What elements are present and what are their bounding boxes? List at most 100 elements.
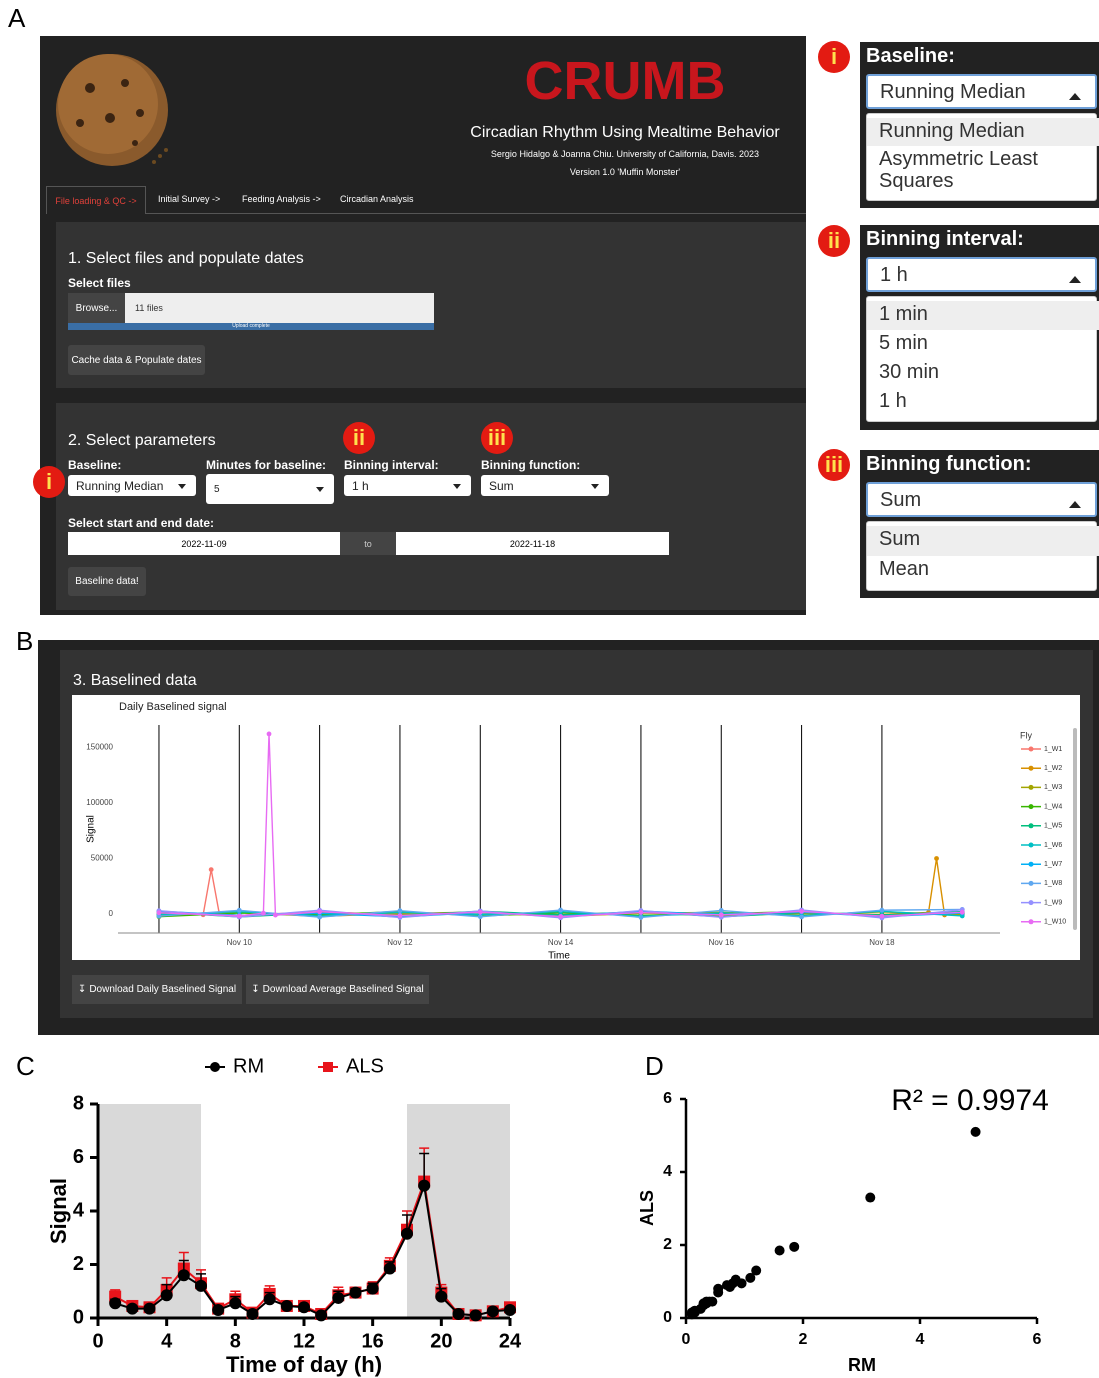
date-input[interactable]: 2022-11-18 (396, 532, 669, 555)
marker (247, 1307, 259, 1319)
y-tick-label: 8 (73, 1092, 84, 1114)
legend-label: ALS (346, 1055, 384, 1077)
marker (281, 1300, 293, 1312)
option[interactable]: Mean (867, 556, 1099, 586)
error-bar (368, 1283, 378, 1288)
marker (350, 1287, 362, 1299)
point (704, 1297, 714, 1307)
error-bar (179, 1252, 189, 1268)
cache-button[interactable]: Cache data & Populate dates (68, 345, 205, 375)
marker (144, 1301, 156, 1313)
error-bar (282, 1304, 292, 1306)
tab[interactable]: Circadian Analysis (340, 194, 414, 204)
section-title: 2. Select parameters (68, 432, 216, 450)
option[interactable]: Asymmetric Least Squares (867, 146, 1099, 196)
inset-label: Baseline: (866, 45, 955, 68)
marker (109, 1291, 121, 1303)
app-subtitle: Circadian Rhythm Using Mealtime Behavior (425, 124, 825, 142)
app-window: CRUMB Circadian Rhythm Using Mealtime Be… (40, 36, 806, 615)
option[interactable]: 1 min (867, 301, 1099, 330)
authors: Sergio Hidalgo & Joanna Chiu. University… (425, 149, 825, 159)
app-title: CRUMB (425, 50, 825, 112)
point (699, 1300, 709, 1310)
point (713, 1284, 723, 1294)
marker (487, 1305, 499, 1317)
marker (298, 1300, 310, 1312)
section: 1. Select files and populate dates Selec… (56, 222, 806, 388)
badge: ii (818, 225, 850, 257)
download-button[interactable]: ↧Download Daily Baselined Signal (72, 975, 242, 1004)
error-bar (488, 1310, 498, 1311)
badge: i (818, 41, 850, 73)
figure: CRUMB Circadian Rhythm Using Mealtime Be… (0, 0, 1099, 1378)
select[interactable]: Sum (481, 475, 609, 496)
button-label: Download Average Baselined Signal (263, 984, 424, 995)
download-button[interactable]: ↧Download Average Baselined Signal (246, 975, 429, 1004)
browse-button[interactable]: Browse... (68, 293, 125, 323)
file-field: 11 files (125, 293, 434, 323)
x-tick-label: 16 (362, 1330, 384, 1352)
error-bar (385, 1262, 395, 1269)
point (690, 1308, 700, 1318)
error-bar (230, 1291, 240, 1299)
x-tick-label: 0 (682, 1331, 691, 1348)
error-bar (145, 1306, 155, 1308)
download-icon: ↧ (78, 984, 86, 995)
point (745, 1273, 755, 1283)
tab[interactable]: Feeding Analysis -> (242, 194, 321, 204)
select[interactable]: 1 h (344, 475, 471, 496)
tab[interactable]: Initial Survey -> (158, 194, 220, 204)
error-bar (162, 1285, 172, 1296)
marker (453, 1308, 465, 1320)
marker (264, 1293, 276, 1305)
input[interactable]: 5 (206, 474, 334, 504)
option[interactable]: 5 min (867, 330, 1099, 359)
option[interactable]: Running Median (867, 118, 1099, 146)
select[interactable]: Running Median (68, 475, 196, 496)
select[interactable]: 1 h (866, 257, 1097, 292)
select[interactable]: Running Median (866, 74, 1097, 109)
point (707, 1297, 717, 1307)
section: 3. Baselined data ↧Download Daily Baseli… (60, 650, 1093, 1018)
y-tick-label: 0 (73, 1306, 84, 1328)
point (713, 1287, 723, 1297)
option[interactable]: 1 h (867, 388, 1099, 417)
x-tick-label: 8 (230, 1330, 241, 1352)
error-bar (213, 1307, 223, 1308)
marker (315, 1308, 327, 1320)
caret (1069, 270, 1081, 283)
series-line (115, 1186, 510, 1316)
marker (367, 1283, 379, 1295)
y-tick-label: 4 (73, 1199, 85, 1221)
tab[interactable]: File loading & QC -> (46, 186, 146, 214)
error-bar (351, 1287, 361, 1292)
marker (367, 1283, 379, 1295)
x-tick-label: 4 (161, 1330, 173, 1352)
marker (161, 1289, 173, 1301)
marker (229, 1293, 241, 1305)
date-input[interactable]: 2022-11-09 (68, 532, 340, 555)
error-bar (488, 1310, 498, 1311)
y-axis-label: Signal (46, 1178, 71, 1244)
field-label: Minutes for baseline: (206, 458, 326, 472)
option[interactable]: Sum (867, 526, 1099, 556)
field-label: Baseline: (68, 458, 121, 472)
error-bar (505, 1308, 515, 1310)
section: 2. Select parameters Baseline: Minutes f… (56, 403, 806, 610)
select[interactable]: Sum (866, 482, 1097, 517)
y-tick-label: 2 (663, 1236, 672, 1253)
button-label: Download Daily Baselined Signal (89, 984, 236, 995)
baseline-button[interactable]: Baseline data! (68, 567, 146, 596)
option[interactable]: 30 min (867, 359, 1099, 388)
y-axis-label: ALS (637, 1190, 657, 1226)
error-bar (419, 1148, 429, 1181)
marker (401, 1228, 413, 1240)
error-bar (145, 1305, 155, 1308)
marker (418, 1180, 430, 1192)
error-bar (230, 1297, 240, 1304)
progress-bar: Upload complete (68, 323, 434, 330)
error-bar (351, 1289, 361, 1293)
